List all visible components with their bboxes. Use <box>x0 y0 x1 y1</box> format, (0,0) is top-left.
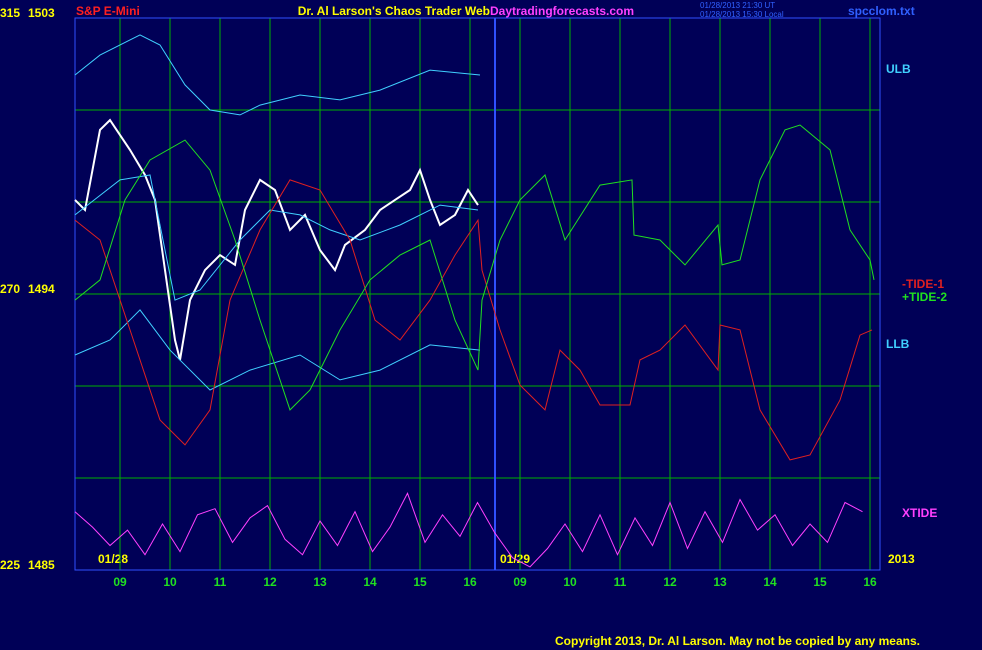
x-tick-label: 09 <box>113 575 127 589</box>
plot-frame <box>74 17 881 571</box>
y2-tick-label: 225 <box>0 558 20 572</box>
series-line <box>74 118 479 361</box>
timestamp: 01/28/2013 15:30 Local <box>700 10 784 19</box>
x-tick-label: 16 <box>463 575 477 589</box>
x-tick-label: 11 <box>214 575 227 589</box>
series-line <box>74 34 481 116</box>
y-tick-label: 1494 <box>28 282 55 296</box>
series-line <box>74 492 863 568</box>
series-line <box>74 124 875 411</box>
x-tick-label: 13 <box>313 575 327 589</box>
x-tick-label: 15 <box>413 575 427 589</box>
legend-label: ULB <box>886 62 911 76</box>
series-line <box>74 174 479 301</box>
series-line <box>74 309 481 391</box>
chart-subtitle: Daytradingforecasts.com <box>490 4 634 18</box>
y2-tick-label: 270 <box>0 282 20 296</box>
series-line <box>74 179 873 461</box>
x-tick-label: 12 <box>663 575 677 589</box>
y2-tick-label: 315 <box>0 6 20 20</box>
legend-label: +TIDE-2 <box>902 290 947 304</box>
y-tick-label: 1485 <box>28 558 55 572</box>
x-tick-label: 09 <box>513 575 527 589</box>
legend-label: -TIDE-1 <box>902 277 944 291</box>
x-tick-label: 10 <box>563 575 577 589</box>
x-tick-label: 16 <box>863 575 877 589</box>
series-name: S&P E-Mini <box>76 4 140 18</box>
date-label: 01/28 <box>98 552 128 566</box>
x-tick-label: 11 <box>614 575 627 589</box>
x-tick-label: 15 <box>813 575 827 589</box>
x-tick-label: 14 <box>763 575 777 589</box>
legend-label: XTIDE <box>902 506 937 520</box>
x-tick-label: 12 <box>263 575 277 589</box>
x-tick-label: 10 <box>163 575 177 589</box>
filename: spcclom.txt <box>848 4 915 18</box>
x-tick-label: 14 <box>363 575 377 589</box>
chart-title: Dr. Al Larson's Chaos Trader Web <box>298 4 490 18</box>
y-tick-label: 1503 <box>28 6 55 20</box>
date-label: 2013 <box>888 552 915 566</box>
copyright: Copyright 2013, Dr. Al Larson. May not b… <box>555 634 920 648</box>
legend-label: LLB <box>886 337 910 351</box>
timestamp: 01/28/2013 21:30 UT <box>700 1 775 10</box>
x-tick-label: 13 <box>713 575 727 589</box>
